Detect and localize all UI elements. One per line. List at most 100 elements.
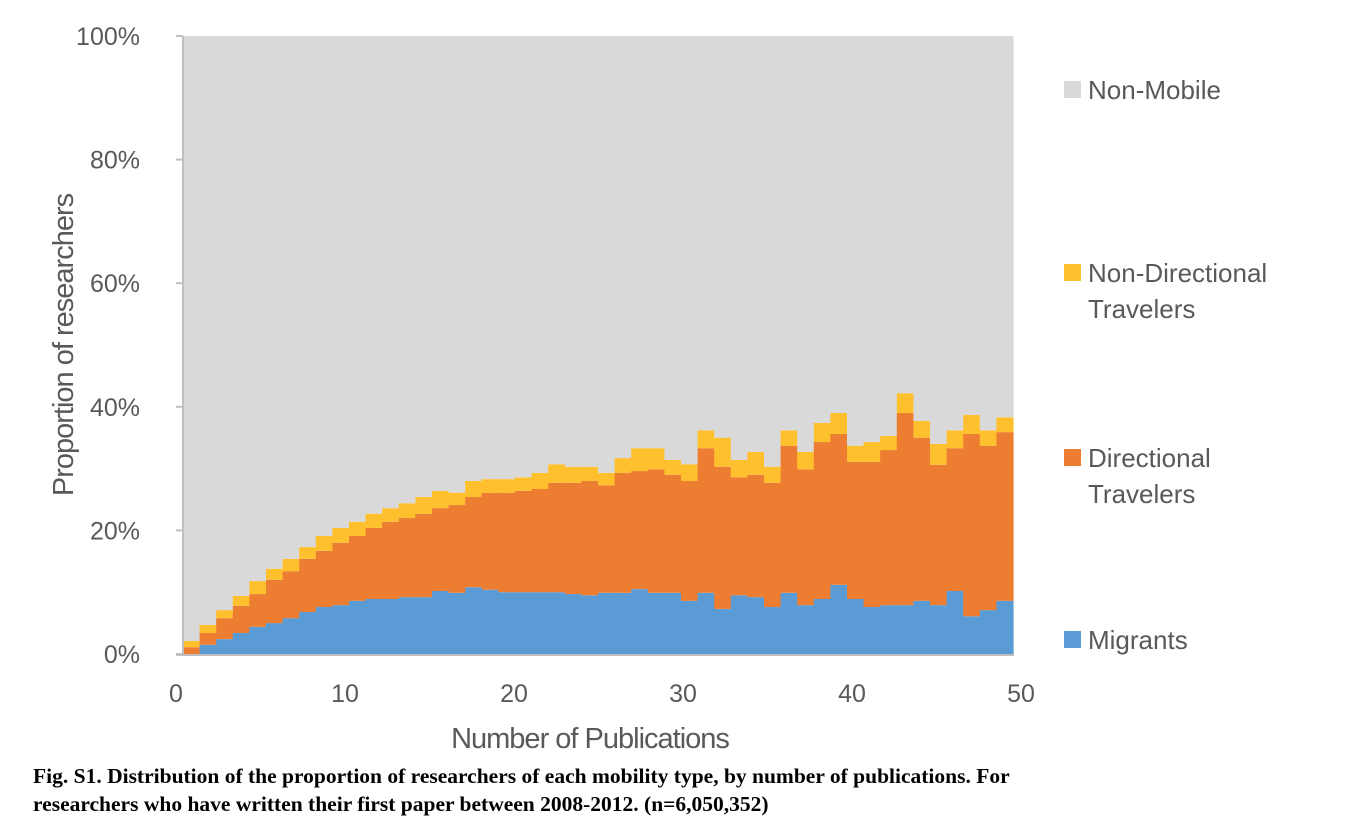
bar-segment-migrants-15 xyxy=(415,597,433,654)
bar-segment-non-mobile-15 xyxy=(415,36,433,498)
bar-segment-directional-travelers-49 xyxy=(979,445,997,611)
bar-segment-migrants-26 xyxy=(598,592,616,654)
bar-segment-non-directional-travelers-36 xyxy=(764,466,782,483)
bar-segment-non-directional-travelers-11 xyxy=(349,521,367,536)
bar-segment-non-mobile-37 xyxy=(780,36,798,431)
bar-segment-migrants-4 xyxy=(232,632,250,654)
bar-segment-non-mobile-20 xyxy=(498,36,516,480)
bar-segment-non-directional-travelers-32 xyxy=(697,430,715,449)
bar-segment-non-mobile-50 xyxy=(996,36,1014,418)
bar-segment-directional-travelers-48 xyxy=(963,433,981,617)
bar-segment-non-mobile-10 xyxy=(332,36,350,528)
bar-segment-directional-travelers-14 xyxy=(398,518,416,598)
bar-segment-migrants-10 xyxy=(332,605,350,654)
bar-segment-directional-travelers-36 xyxy=(764,482,782,608)
bar-segment-migrants-22 xyxy=(531,592,549,654)
bar-segment-non-mobile-32 xyxy=(697,36,715,431)
bar-segment-non-mobile-3 xyxy=(216,36,234,611)
bar-segment-migrants-36 xyxy=(764,607,782,654)
bar-segment-non-directional-travelers-42 xyxy=(863,442,881,462)
bar-segment-non-mobile-28 xyxy=(631,36,649,449)
bar-segment-migrants-27 xyxy=(614,592,632,654)
bar-segment-non-directional-travelers-33 xyxy=(714,437,732,467)
legend-label: Directional xyxy=(1088,443,1211,473)
legend-swatch xyxy=(1064,81,1081,98)
bar-segment-non-directional-travelers-47 xyxy=(946,430,964,449)
bar-segment-non-mobile-21 xyxy=(515,36,533,478)
bar-segment-non-mobile-48 xyxy=(963,36,981,415)
bar-segment-non-mobile-5 xyxy=(249,36,267,582)
legend-swatch xyxy=(1064,264,1081,281)
bar-segment-migrants-9 xyxy=(315,607,333,654)
bar-segment-migrants-45 xyxy=(913,600,931,654)
bar-segment-directional-travelers-4 xyxy=(232,605,250,633)
bar-segment-migrants-31 xyxy=(681,600,699,654)
bar-segment-non-directional-travelers-9 xyxy=(315,535,333,551)
bar-segment-non-mobile-12 xyxy=(365,36,383,514)
bar-segment-directional-travelers-15 xyxy=(415,513,433,598)
bar-segment-directional-travelers-41 xyxy=(847,461,865,599)
bar-segment-migrants-40 xyxy=(830,584,848,654)
bar-segment-non-directional-travelers-35 xyxy=(747,451,765,475)
figure-caption: Fig. S1. Distribution of the proportion … xyxy=(33,762,1333,818)
bar-segment-migrants-49 xyxy=(979,610,997,654)
bar-segment-non-mobile-43 xyxy=(880,36,898,436)
bar-segment-non-directional-travelers-13 xyxy=(382,508,400,522)
bar-segment-non-directional-travelers-34 xyxy=(730,459,748,478)
bar-segment-non-mobile-38 xyxy=(797,36,815,452)
bar-segment-directional-travelers-7 xyxy=(282,571,300,619)
bar-segment-non-mobile-6 xyxy=(266,36,284,569)
bar-segment-directional-travelers-29 xyxy=(647,469,665,593)
bar-segment-non-directional-travelers-38 xyxy=(797,451,815,470)
bar-segment-non-mobile-30 xyxy=(664,36,682,460)
bar-segment-non-mobile-14 xyxy=(398,36,416,504)
bar-segment-non-mobile-44 xyxy=(896,36,914,394)
bar-segment-directional-travelers-45 xyxy=(913,437,931,601)
bar-segment-migrants-14 xyxy=(398,597,416,654)
bar-segment-non-directional-travelers-19 xyxy=(481,479,499,493)
x-tick-label: 40 xyxy=(838,680,866,708)
bar-segment-directional-travelers-23 xyxy=(548,482,566,593)
bar-segment-migrants-48 xyxy=(963,616,981,654)
bar-segment-non-directional-travelers-6 xyxy=(266,568,284,580)
bar-segment-directional-travelers-16 xyxy=(432,508,450,591)
bar-segment-migrants-29 xyxy=(647,592,665,654)
bar-segment-directional-travelers-44 xyxy=(896,412,914,606)
bar-segment-non-mobile-23 xyxy=(548,36,566,465)
bar-segment-non-directional-travelers-18 xyxy=(465,480,483,498)
bar-segment-migrants-33 xyxy=(714,608,732,654)
bar-segment-migrants-34 xyxy=(730,595,748,654)
bar-segment-migrants-25 xyxy=(581,595,599,654)
bar-segment-migrants-5 xyxy=(249,626,267,654)
bar-segment-directional-travelers-43 xyxy=(880,450,898,606)
bar-segment-directional-travelers-1 xyxy=(183,647,201,654)
bar-segment-non-directional-travelers-1 xyxy=(183,641,201,648)
bar-segment-non-mobile-26 xyxy=(598,36,616,473)
legend-label: Non-Directional xyxy=(1088,258,1267,288)
bar-segment-directional-travelers-26 xyxy=(598,485,616,593)
bar-segment-migrants-6 xyxy=(266,623,284,654)
bar-segment-directional-travelers-27 xyxy=(614,472,632,593)
bar-segment-directional-travelers-17 xyxy=(448,505,466,593)
bar-segment-migrants-12 xyxy=(365,599,383,654)
y-tick-label: 0% xyxy=(104,641,140,669)
bar-segment-non-directional-travelers-3 xyxy=(216,610,234,619)
bar-segment-non-directional-travelers-15 xyxy=(415,497,433,514)
bar-segment-directional-travelers-38 xyxy=(797,469,815,606)
bar-segment-non-mobile-35 xyxy=(747,36,765,452)
bar-segment-non-directional-travelers-41 xyxy=(847,445,865,462)
bar-segment-non-mobile-39 xyxy=(813,36,831,423)
legend: Non-MobileNon-DirectionalTravelersDirect… xyxy=(1064,75,1267,655)
bar-segment-non-mobile-13 xyxy=(382,36,400,509)
bar-segment-directional-travelers-40 xyxy=(830,433,848,585)
bar-segment-non-mobile-29 xyxy=(647,36,665,449)
bar-segment-directional-travelers-13 xyxy=(382,521,400,599)
bar-segment-non-directional-travelers-39 xyxy=(813,422,831,443)
bar-segment-non-directional-travelers-43 xyxy=(880,435,898,451)
bar-segment-migrants-38 xyxy=(797,605,815,654)
legend-label: Migrants xyxy=(1088,625,1188,655)
bar-segment-directional-travelers-10 xyxy=(332,542,350,606)
bar-segment-directional-travelers-50 xyxy=(996,432,1014,601)
bar-segment-non-directional-travelers-50 xyxy=(996,417,1014,433)
bars-layer xyxy=(183,36,1014,654)
